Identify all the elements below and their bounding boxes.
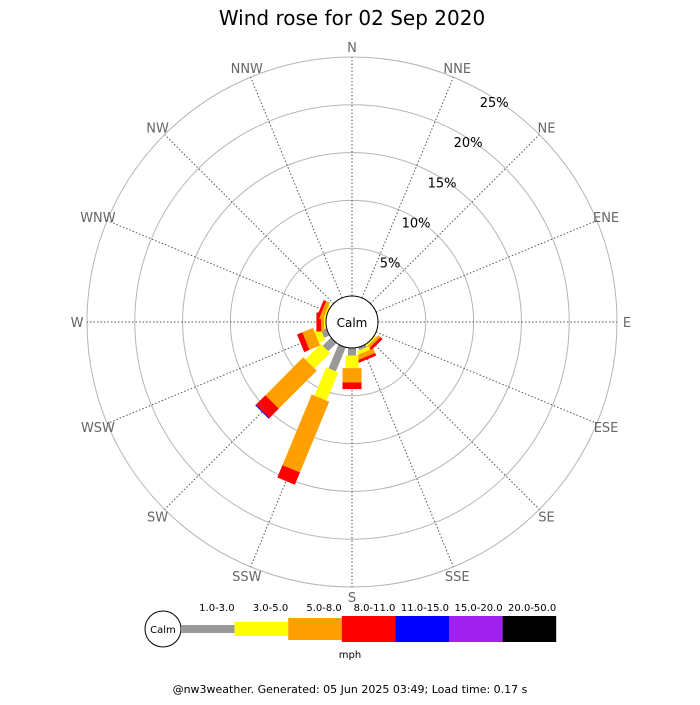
legend-bin-label: 3.0-5.0	[253, 603, 288, 614]
legend-calm-label: Calm	[150, 625, 176, 636]
wedge-segment	[297, 332, 310, 353]
wedge-segment	[314, 328, 326, 343]
footer-text: @nw3weather. Generated: 05 Jun 2025 03:4…	[173, 683, 528, 696]
ring-tick-label: 5%	[380, 256, 401, 271]
wedge-segment	[357, 346, 371, 355]
legend-bin-label: 15.0-20.0	[454, 603, 502, 614]
direction-label: N	[347, 41, 357, 56]
ring-tick-label: 15%	[428, 176, 457, 191]
legend-swatch	[234, 622, 289, 636]
legend-unit: mph	[339, 650, 361, 661]
wedge-segment	[342, 368, 362, 383]
legend-bin-label: 20.0-50.0	[508, 603, 556, 614]
legend-swatch	[502, 616, 557, 642]
wedge-segment	[355, 348, 376, 361]
legend-swatch	[449, 616, 503, 642]
legend-bin-label: 1.0-3.0	[199, 603, 234, 614]
legend-swatch	[395, 616, 449, 642]
wedge-segment	[314, 367, 339, 401]
direction-label-layer: N NNE NE ENE E ESE SE SSE S SSW SW WSW W WNW NW NNW	[71, 41, 632, 606]
wedge-segment	[282, 394, 330, 473]
legend-bin-label: 5.0-8.0	[306, 603, 341, 614]
wedge-segment	[367, 337, 383, 353]
wedge-segment	[255, 395, 279, 419]
ring-tick-label: 25%	[480, 96, 509, 111]
wedge-segment	[365, 335, 377, 347]
grid-ring	[277, 247, 427, 397]
wedge-segment	[342, 382, 362, 390]
spoke-line	[361, 345, 454, 568]
wedge-segment	[357, 353, 377, 363]
center-layer: Calm	[325, 295, 379, 349]
legend-bin-label: 8.0-11.0	[354, 603, 396, 614]
ring-tick-label: 20%	[454, 136, 483, 151]
spoke-line	[375, 331, 598, 424]
wedge-segment	[324, 315, 326, 329]
spoke-line	[250, 76, 343, 299]
direction-label: NE	[537, 122, 555, 137]
ring-tick-label: 10%	[402, 216, 431, 231]
wedge-segment	[319, 301, 330, 321]
legend: Calm mph 1.0-3.0 3.0-5.0 5.0-8.0 8.0-11.0 11…	[144, 603, 557, 661]
wedge-layer	[255, 300, 383, 485]
wedge-segment	[265, 357, 317, 409]
direction-label: SSE	[445, 570, 470, 585]
direction-label: WNW	[80, 211, 116, 226]
wedge-segment	[302, 327, 321, 350]
chart-title: Wind rose for 02 Sep 2020	[219, 6, 485, 30]
wedge-segment	[348, 348, 356, 356]
ring-label-layer: 5% 10% 15% 20% 25%	[380, 96, 509, 271]
direction-label: WSW	[81, 421, 115, 436]
calm-label: Calm	[337, 316, 368, 330]
direction-label: ENE	[593, 211, 619, 226]
direction-label: SE	[538, 510, 554, 525]
legend-bin-label: 11.0-15.0	[401, 603, 449, 614]
spoke-line	[375, 220, 598, 313]
spoke-line	[370, 340, 540, 510]
grid-ring	[134, 104, 570, 540]
direction-label: S	[348, 591, 356, 606]
legend-swatch	[181, 625, 235, 633]
spoke-line	[106, 331, 329, 424]
legend-swatch	[288, 618, 342, 640]
spoke-line	[106, 220, 329, 313]
wedge-segment	[255, 404, 270, 419]
direction-label: W	[71, 316, 84, 331]
direction-label: E	[623, 316, 631, 331]
spoke-line	[370, 134, 540, 304]
legend-swatch	[341, 616, 396, 642]
wedge-segment	[316, 300, 327, 319]
spoke-line	[164, 134, 334, 304]
wedge-segment	[277, 465, 300, 485]
direction-label: NNE	[443, 62, 471, 77]
direction-label: NNW	[231, 62, 263, 77]
direction-label: ESE	[594, 421, 619, 436]
wedge-segment	[322, 337, 337, 352]
wedge-segment	[358, 344, 367, 351]
wedge-segment	[305, 343, 331, 369]
spoke-line	[361, 76, 454, 299]
grid-ring	[182, 152, 522, 492]
wedge-segment	[345, 355, 359, 369]
wedge-segment	[328, 344, 346, 372]
direction-label: SW	[147, 510, 168, 525]
calm-circle	[325, 295, 379, 349]
direction-label: NW	[146, 122, 169, 137]
wedge-segment	[323, 305, 331, 319]
direction-label: SSW	[232, 570, 262, 585]
